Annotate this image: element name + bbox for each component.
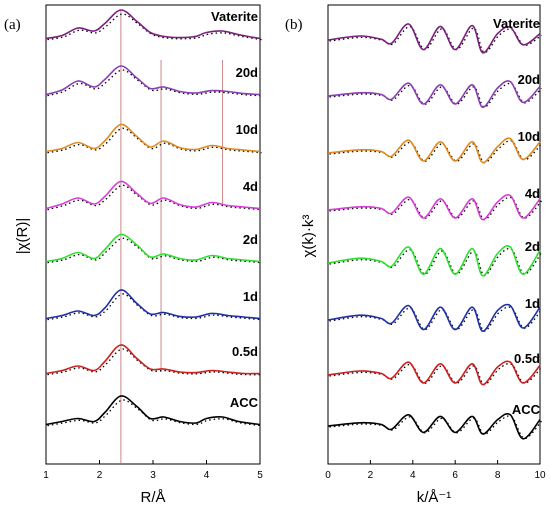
series-line-b-7 xyxy=(327,412,541,440)
series-label-b-5: 1d xyxy=(525,296,540,311)
series-label-b-2: 10d xyxy=(518,129,540,144)
series-label-a-4: 2d xyxy=(243,232,258,247)
panel-a-frame xyxy=(45,4,261,465)
x-tick-label: 1 xyxy=(43,470,49,481)
series-line-b-4 xyxy=(327,245,541,277)
panel-b-frame xyxy=(327,4,541,465)
series-line-a-1 xyxy=(45,65,261,96)
x-tick-label: 0 xyxy=(325,470,331,481)
fit-line-b-2 xyxy=(329,139,542,164)
series-line-b-0 xyxy=(327,23,541,54)
series-line-a-0 xyxy=(45,9,261,40)
series-line-b-6 xyxy=(327,360,541,386)
x-tick-label: 4 xyxy=(204,470,210,481)
series-line-b-2 xyxy=(327,137,541,164)
series-line-b-3 xyxy=(327,194,541,221)
series-label-a-2: 10d xyxy=(236,122,258,137)
fit-line-a-5 xyxy=(47,293,262,321)
x-tick-label: 4 xyxy=(410,470,416,481)
series-label-a-1: 20d xyxy=(236,65,258,80)
fit-line-b-5 xyxy=(329,306,543,332)
x-tick-label: 5 xyxy=(257,470,263,481)
x-tick-label: 3 xyxy=(150,470,156,481)
x-tick-label: 10 xyxy=(534,470,546,481)
x-tick-label: 2 xyxy=(97,470,103,481)
series-line-b-1 xyxy=(327,80,541,108)
series-line-a-5 xyxy=(45,289,261,320)
series-line-a-4 xyxy=(45,233,261,263)
series-label-b-3: 4d xyxy=(525,186,540,201)
series-label-b-1: 20d xyxy=(518,72,540,87)
series-label-a-5: 1d xyxy=(243,289,258,304)
panel-b-xlabel: k/Å⁻¹ xyxy=(417,489,452,506)
fit-line-a-2 xyxy=(47,127,262,154)
series-label-a-3: 4d xyxy=(243,179,258,194)
panel-a-ylabel: |χ(R)| xyxy=(14,218,31,255)
panel-b-ylabel: χ(k)·k³ xyxy=(300,215,317,258)
series-line-a-7 xyxy=(45,395,261,426)
series-label-b-7: ACC xyxy=(512,402,541,417)
fit-line-a-1 xyxy=(47,69,262,97)
series-label-a-6: 0.5d xyxy=(232,344,258,359)
panel-b-plot: Vaterite 20d 10d 4d 2d 1d 0.5d ACC 0 2 4 6 8 10 xyxy=(325,16,546,481)
series-label-a-7: ACC xyxy=(230,395,259,410)
x-tick-label: 8 xyxy=(495,470,501,481)
series-line-a-6 xyxy=(45,344,261,375)
fit-line-a-7 xyxy=(47,399,262,427)
panel-b-label: (b) xyxy=(285,17,303,33)
series-label-b-6: 0.5d xyxy=(514,351,540,366)
panel-a-xlabel: R/Å xyxy=(140,489,165,506)
series-label-b-4: 2d xyxy=(525,239,540,254)
fit-line-b-1 xyxy=(329,82,542,108)
fit-line-b-4 xyxy=(329,247,543,277)
series-line-a-3 xyxy=(45,180,261,210)
fit-line-a-6 xyxy=(47,348,262,376)
series-line-b-5 xyxy=(327,303,541,332)
panel-a-plot: Vaterite 20d 10d 4d 2d 1d 0.5d ACC 1 2 3 4 5 xyxy=(43,9,263,481)
x-tick-label: 2 xyxy=(368,470,374,481)
panel-a-label: (a) xyxy=(4,17,21,33)
x-tick-label: 6 xyxy=(452,470,458,481)
fit-line-b-3 xyxy=(329,196,542,221)
series-label-b-0: Vaterite xyxy=(493,16,540,31)
series-line-a-2 xyxy=(45,123,261,153)
series-label-a-0: Vaterite xyxy=(211,9,258,24)
